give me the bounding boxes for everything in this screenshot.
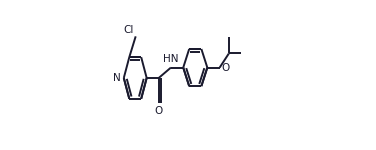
Text: N: N bbox=[114, 73, 121, 83]
Text: Cl: Cl bbox=[124, 25, 134, 35]
Text: O: O bbox=[221, 63, 230, 73]
Text: HN: HN bbox=[163, 54, 179, 64]
Text: O: O bbox=[155, 106, 163, 116]
